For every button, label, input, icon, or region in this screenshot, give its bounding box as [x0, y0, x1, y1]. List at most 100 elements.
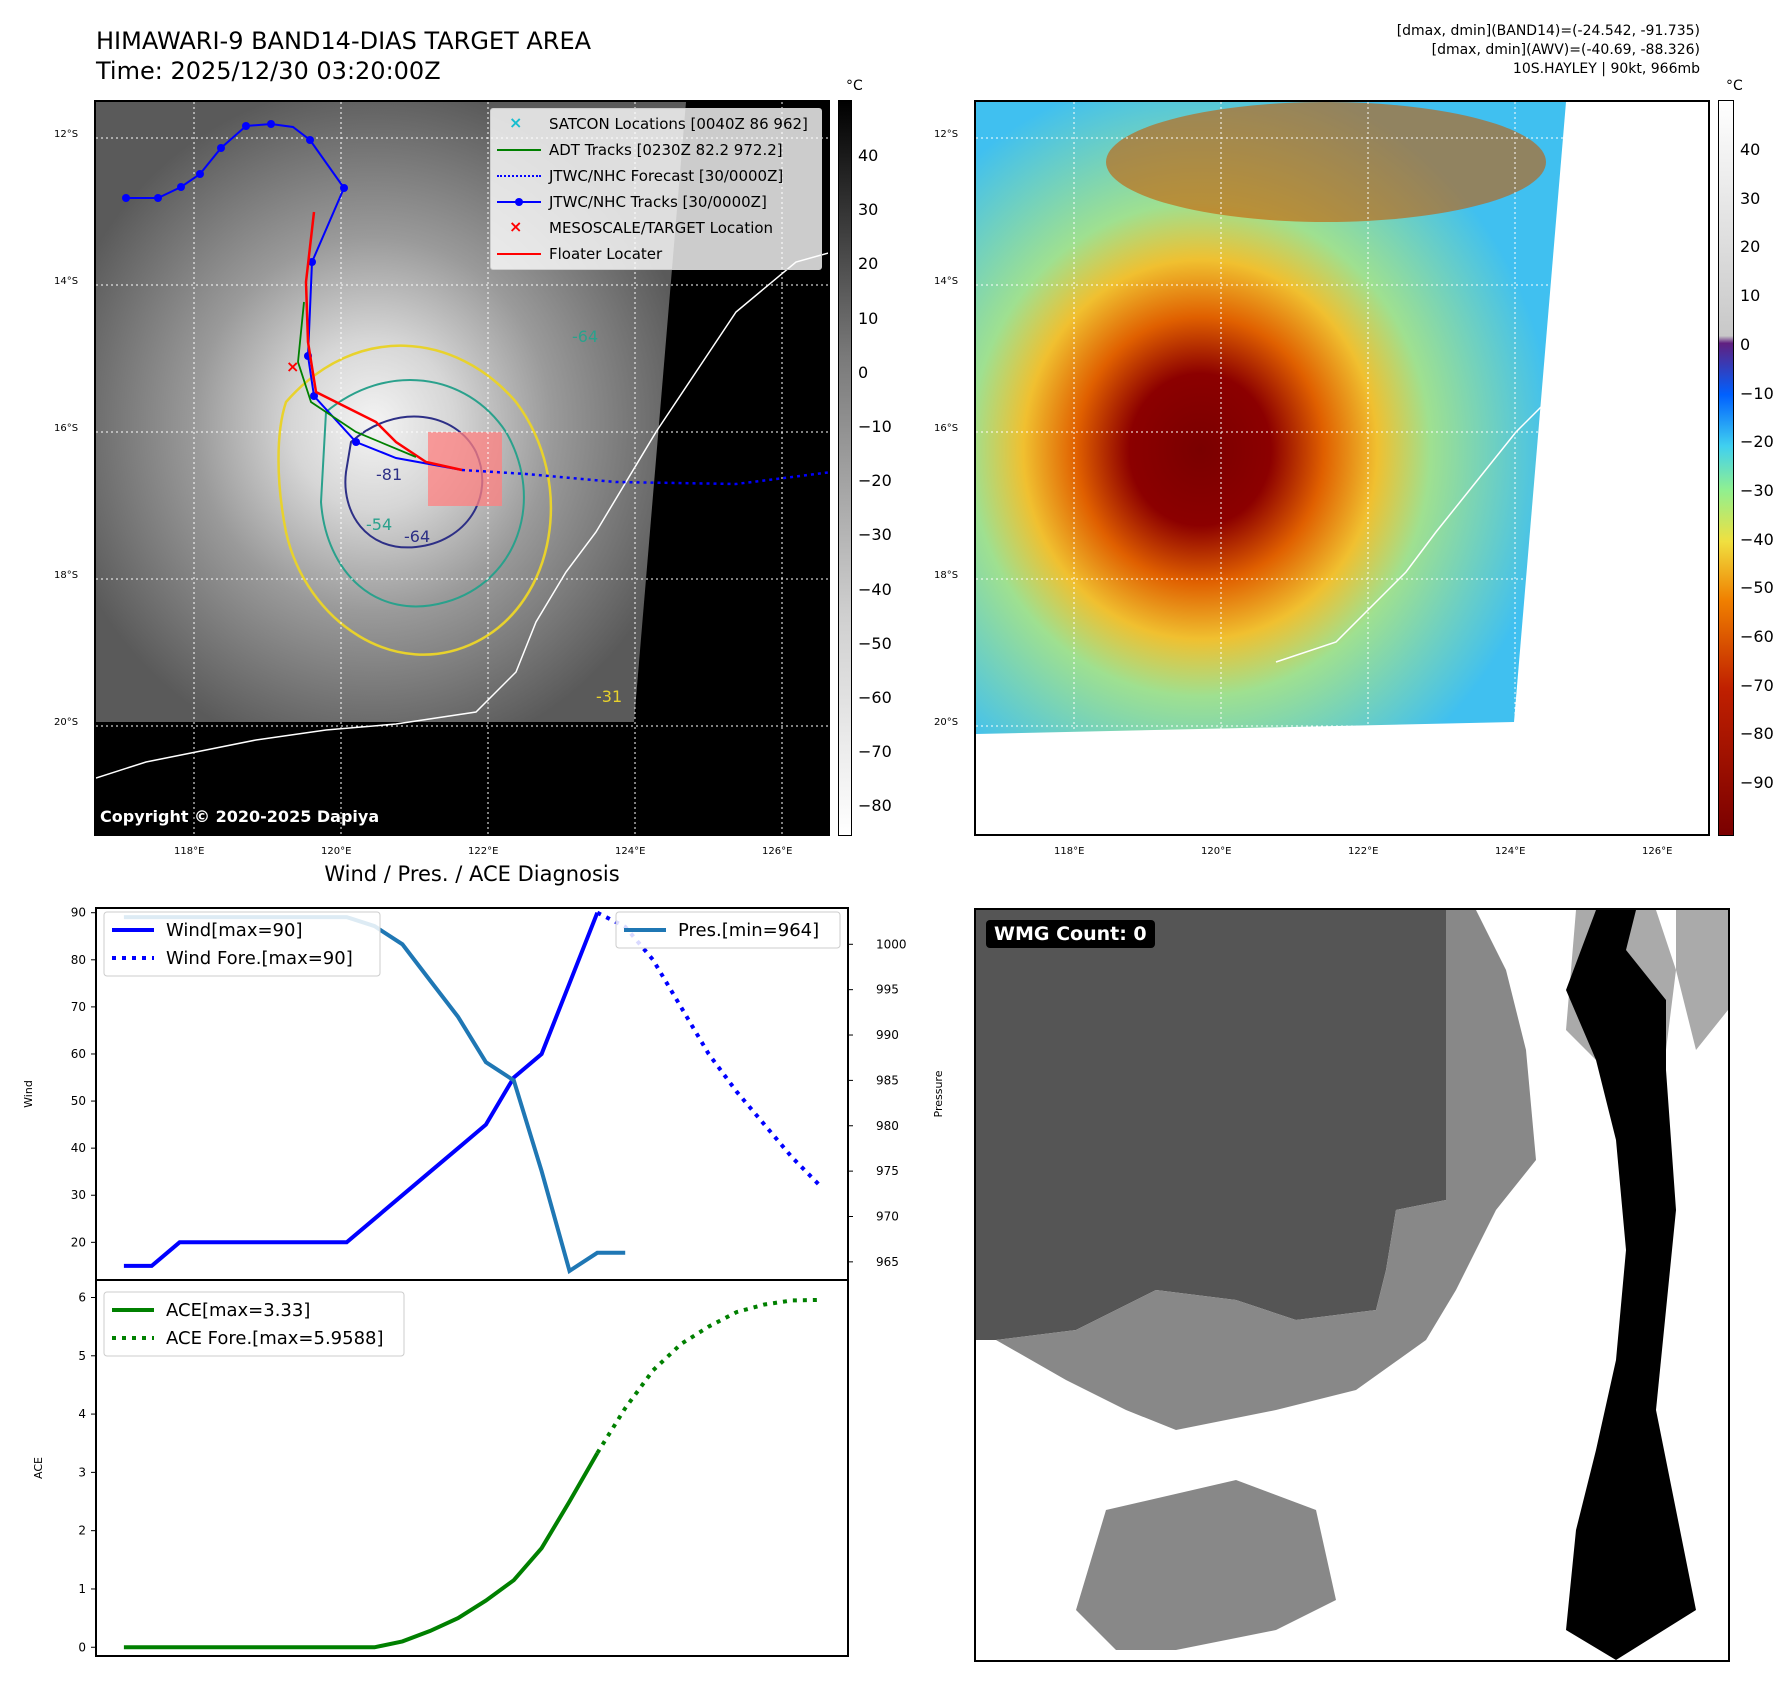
legend-floater: Floater Locater [491, 241, 821, 267]
wmg-panel [974, 908, 1730, 1662]
legend-label: MESOSCALE/TARGET Location [549, 219, 774, 237]
lon-label: 120°E [1201, 846, 1232, 857]
lon-label: 118°E [174, 846, 205, 857]
legend-entry: Pres.[min=964] [678, 920, 819, 941]
colorbar-tick-label: −70 [1740, 675, 1774, 695]
colorbar-tick-label: −20 [1740, 432, 1774, 452]
legend-box [103, 1291, 405, 1357]
colorbar-tick-label: 30 [1740, 188, 1761, 208]
info-line-1: [dmax, dmin](BAND14)=(-24.542, -91.735) [1396, 23, 1700, 39]
ace-chart: 0 1 2 3 4 5 6 ACE ACE[max=3.33] ACE Fore.[max=5.9… [32, 1279, 849, 1657]
colorbar-tick-label: −60 [858, 688, 892, 707]
jtwc-track [126, 122, 345, 199]
colorbar-tick-label: −50 [858, 633, 892, 653]
chart-legend: ACE[max=3.33] ACE Fore.[max=5.9588] [103, 1291, 405, 1357]
lat-label: 16°S [934, 423, 959, 434]
lon-label: 120°E [321, 846, 352, 857]
wmg-count-label: WMG Count: 0 [986, 920, 1155, 948]
ir-colorbar [838, 100, 852, 836]
legend-entry: Wind[max=90] [166, 920, 303, 941]
legend-box [103, 911, 381, 977]
mesoscale-marker: × [286, 357, 299, 376]
y-tick-label: 30 [71, 1188, 86, 1202]
y2-axis-label: Pressure [932, 1070, 945, 1117]
contour-label-1: -81 [376, 465, 402, 484]
colorbar-tick-label: 20 [1740, 237, 1761, 257]
contour-indigo [344, 415, 484, 549]
coastline [1275, 391, 1557, 663]
colorbar-tick-label: 10 [1740, 286, 1761, 306]
legend-label: JTWC/NHC Forecast [30/0000Z] [549, 167, 784, 185]
legend-entry: ACE Fore.[max=5.9588] [166, 1328, 384, 1349]
copyright: Copyright © 2020-2025 Dapiya [100, 807, 380, 826]
wmg-mid-region-2 [1076, 1480, 1336, 1650]
contour-label-3: -54 [366, 515, 392, 534]
colorbar-tick-label: −80 [858, 796, 892, 816]
awv-colorbar-unit: °C [1726, 78, 1743, 94]
legend-adt: ADT Tracks [0230Z 82.2 972.2] [491, 137, 821, 163]
lat-label: 20°S [54, 717, 79, 728]
lon-label: 122°E [468, 846, 499, 857]
colorbar-tick-label: 30 [858, 200, 879, 220]
lon-label: 124°E [1495, 846, 1526, 857]
lat-label: 20°S [934, 717, 959, 728]
wmg-light-region-2 [1676, 910, 1728, 1050]
y-axis-label: ACE [32, 1457, 45, 1479]
line-marker-icon [497, 248, 541, 260]
awv-northern-band [1106, 102, 1546, 222]
adt-track [297, 301, 417, 458]
y2-tick-label: 970 [876, 1209, 899, 1223]
colorbar-tick-label: −80 [1740, 724, 1774, 744]
y-tick-label: 90 [71, 906, 86, 920]
colorbar-tick-label: 0 [1740, 334, 1751, 354]
lon-label: 124°E [615, 846, 646, 857]
y-tick-label: 70 [71, 1000, 86, 1014]
ir-legend: × SATCON Locations [0040Z 86 962] ADT Tr… [490, 108, 822, 270]
coastline [96, 252, 828, 779]
jtwc-forecast-track [461, 468, 828, 486]
awv-moisture-field [976, 102, 1566, 734]
lat-label: 18°S [54, 570, 79, 581]
colorbar-tick-label: −60 [1740, 627, 1774, 646]
series-line-1 [596, 910, 822, 1188]
wind-pressure-chart: 20 30 40 50 60 70 80 90 Wind 965 970 975 980 985 990 99… [22, 906, 945, 1280]
legend-label: Floater Locater [549, 245, 663, 263]
colorbar-tick-label: −40 [858, 579, 892, 599]
title-line-1: HIMAWARI-9 BAND14-DIAS TARGET AREA [96, 27, 592, 55]
contour-label-4: -64 [572, 327, 598, 346]
lon-label: 126°E [762, 846, 793, 857]
dotted-line-icon [497, 170, 541, 182]
x-marker-icon: × [509, 217, 523, 236]
y-tick-label: 4 [78, 1407, 86, 1421]
series-line-1 [595, 1297, 821, 1455]
diag-title: Wind / Pres. / ACE Diagnosis [324, 862, 620, 886]
y2-tick-label: 1000 [876, 937, 907, 951]
series-line-0 [123, 1452, 600, 1650]
contour-teal [319, 378, 525, 608]
awv-imagery [976, 102, 1708, 834]
chart-legend: Pres.[min=964] [615, 911, 841, 949]
colorbar-tick-label: −30 [858, 525, 892, 545]
colorbar-tick-label: 0 [858, 362, 869, 382]
lat-label: 18°S [934, 570, 959, 581]
contour-yellow [277, 344, 553, 656]
y2-tick-label: 980 [876, 1119, 899, 1133]
y-tick-label: 50 [71, 1094, 86, 1108]
wmg-mid-region [996, 910, 1536, 1430]
legend-entry: Wind Fore.[max=90] [166, 948, 353, 969]
contour-label-5: -31 [596, 687, 622, 706]
wmg-black-region [1566, 910, 1696, 1660]
y2-tick-label: 965 [876, 1255, 899, 1269]
ir-colorbar-unit: °C [846, 78, 863, 94]
y2-tick-label: 975 [876, 1164, 899, 1178]
awv-colorbar [1718, 100, 1734, 836]
legend-label: SATCON Locations [0040Z 86 962] [549, 115, 808, 133]
y-tick-label: 5 [78, 1349, 86, 1363]
colorbar-tick-label: −50 [1740, 578, 1774, 598]
y2-tick-label: 990 [876, 1028, 899, 1042]
y-tick-label: 6 [78, 1290, 86, 1304]
y-axis-label: Wind [22, 1080, 35, 1108]
y-tick-label: 2 [78, 1524, 86, 1538]
colorbar-tick-label: −90 [1740, 773, 1774, 793]
ir-panel: × -81 -64 -54 -64 -31 × SATCON Locations… [94, 100, 830, 836]
